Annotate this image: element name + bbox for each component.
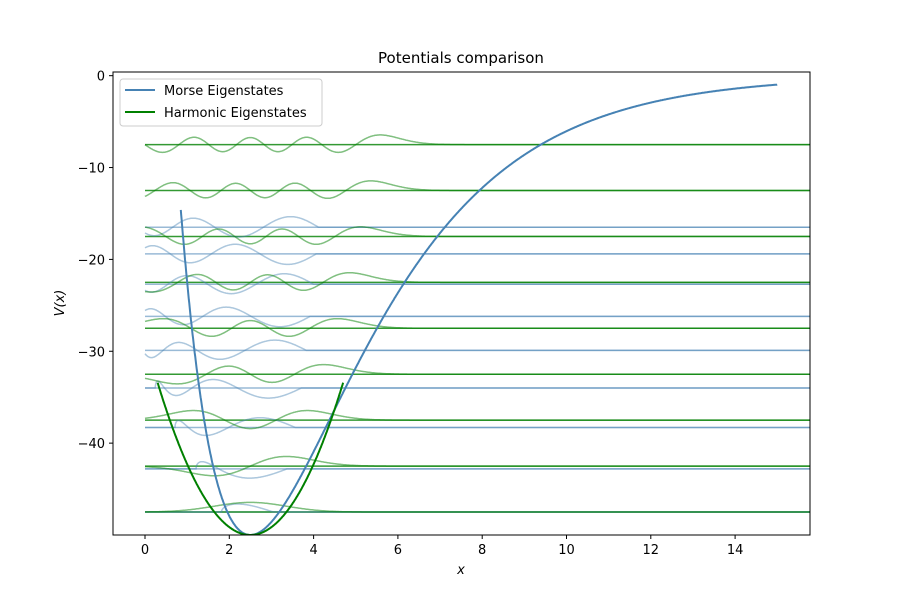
x-axis: 0 2 4 6 8 10 12 14 [141,535,744,558]
y-axis-label: V(x) [53,290,68,317]
chart-title: Potentials comparison [378,49,544,67]
morse-wavefunction-6 [144,272,810,295]
morse-wavefunction-4 [144,339,810,361]
legend-label-morse: Morse Eigenstates [164,84,284,99]
harmonic-wavefunction-3 [144,363,810,385]
x-tick-label-4: 8 [478,543,486,558]
harmonic-wavefunction-1 [144,455,810,477]
harmonic-wavefunction-0 [145,501,810,513]
morse-wavefunction-3 [145,378,810,399]
x-tick-label-3: 6 [394,543,402,558]
morse-wavefunction-7 [144,243,810,266]
x-tick-label-6: 12 [643,543,660,558]
plot-frame [112,71,811,536]
harmonic-wavefunction-4 [144,317,810,338]
legend: Morse Eigenstates Harmonic Eigenstates [119,78,323,127]
x-tick-label-7: 14 [727,543,744,558]
morse-wavefunction-1 [145,460,810,479]
x-axis-label: x [456,563,465,578]
harmonic-wavefunction-8 [144,134,810,154]
harmonic-wavefunction-6 [144,226,810,246]
x-tick-label-0: 0 [141,543,149,558]
morse-wavefunction-2 [145,416,810,437]
morse-wavefunction-8 [144,215,810,238]
y-tick-label-2: −20 [78,253,105,268]
y-tick-label-1: −10 [78,162,105,177]
plot-area [144,83,810,535]
harmonic-wavefunction-2 [144,409,810,430]
legend-label-harmonic: Harmonic Eigenstates [164,106,307,121]
morse-wavefunction-5 [144,306,810,328]
legend-box [119,78,323,127]
y-tick-label-3: −30 [78,345,105,360]
harmonic-wavefunction-5 [145,271,810,293]
harmonic-potential-curve [156,382,345,535]
y-axis: 0 −10 −20 −30 −40 [78,70,113,452]
x-tick-label-2: 4 [309,543,317,558]
morse-potential-curve [179,83,778,535]
x-tick-label-1: 2 [225,543,233,558]
x-tick-label-5: 10 [558,543,575,558]
y-tick-label-0: 0 [97,70,105,85]
y-tick-label-4: −40 [78,437,105,452]
